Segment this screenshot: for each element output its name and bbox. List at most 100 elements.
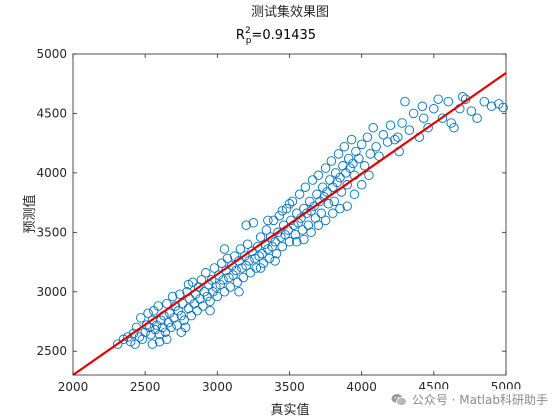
data-point [320, 163, 331, 173]
data-point [154, 336, 165, 347]
data-point [160, 327, 171, 337]
data-point [172, 320, 182, 330]
data-point [156, 315, 166, 326]
r2-base: R [236, 28, 245, 43]
data-point [446, 118, 456, 128]
data-point [359, 161, 370, 171]
data-point [433, 94, 443, 104]
data-point [356, 180, 367, 190]
data-point [167, 291, 178, 302]
data-point [280, 229, 290, 240]
data-point [443, 96, 454, 107]
data-point [326, 156, 337, 166]
data-point [316, 208, 327, 219]
data-point [261, 225, 272, 235]
data-point [212, 291, 223, 302]
data-point [219, 244, 230, 254]
data-point [193, 282, 204, 292]
data-point [284, 237, 295, 247]
data-point [143, 308, 153, 318]
x-tick-label: 3000 [202, 380, 233, 394]
data-point [400, 96, 410, 107]
data-point [257, 248, 267, 259]
y-tick-label: 4500 [36, 106, 67, 120]
data-point [332, 177, 342, 188]
y-tick-label: 2500 [36, 344, 67, 358]
data-point [241, 220, 251, 230]
watermark: 公众号 · Matlab科研助手 [386, 389, 552, 410]
data-point [258, 258, 269, 268]
data-point [335, 172, 345, 183]
data-point [112, 339, 123, 349]
data-point [234, 287, 244, 297]
data-point [365, 149, 376, 159]
x-axis-label: 真实值 [270, 402, 309, 418]
data-point [320, 215, 331, 226]
data-points [112, 92, 508, 349]
data-point [351, 146, 361, 157]
data-point [244, 256, 254, 266]
data-point [378, 130, 389, 140]
data-point [342, 201, 352, 211]
data-point [123, 332, 133, 342]
data-point [297, 225, 308, 235]
data-point [339, 141, 350, 152]
data-point [270, 237, 280, 247]
data-point [263, 215, 273, 226]
data-point [134, 332, 145, 342]
data-point [356, 139, 367, 150]
data-point [329, 196, 339, 207]
data-point [232, 277, 243, 288]
data-point [393, 132, 403, 142]
data-point [290, 229, 301, 240]
data-point [328, 208, 338, 219]
data-point [335, 203, 345, 214]
data-point [277, 206, 288, 216]
data-point [303, 220, 314, 230]
x-tick-label: 2500 [130, 380, 161, 394]
data-point [176, 327, 187, 337]
data-point [294, 189, 305, 200]
y-tick-label: 5000 [36, 47, 67, 61]
data-point [267, 241, 277, 252]
data-point [323, 199, 334, 209]
r2-value: =0.91435 [251, 28, 316, 43]
data-point [162, 334, 172, 345]
plot-area [72, 53, 508, 376]
data-point [270, 256, 280, 266]
data-point [312, 189, 322, 200]
data-point [271, 248, 282, 259]
data-point [268, 215, 279, 226]
data-point [189, 298, 199, 309]
data-point [371, 141, 381, 152]
data-point [300, 182, 311, 192]
data-point [287, 196, 298, 207]
data-point [137, 334, 148, 345]
data-point [385, 120, 396, 131]
data-point [342, 180, 352, 190]
data-point [231, 265, 241, 276]
data-point [147, 339, 158, 349]
data-point [186, 310, 197, 321]
data-point [218, 275, 228, 285]
data-point [173, 306, 184, 316]
y-axis-ticks: 2500 3000 3500 4000 4500 5000 [36, 47, 506, 358]
data-point [136, 313, 146, 323]
data-point [153, 301, 163, 311]
data-point [242, 239, 253, 249]
data-point [457, 92, 468, 102]
data-point [216, 258, 227, 268]
chart-title: 测试集效果图 [251, 4, 329, 20]
data-point [215, 279, 225, 290]
x-tick-label: 3500 [274, 380, 305, 394]
data-point [179, 315, 189, 326]
data-point [225, 282, 236, 292]
data-point [195, 294, 205, 304]
data-point [404, 125, 415, 135]
plot-frame [72, 53, 507, 376]
data-point [408, 108, 419, 119]
data-point [205, 306, 215, 316]
data-point [276, 232, 286, 242]
fit-line [72, 72, 507, 376]
